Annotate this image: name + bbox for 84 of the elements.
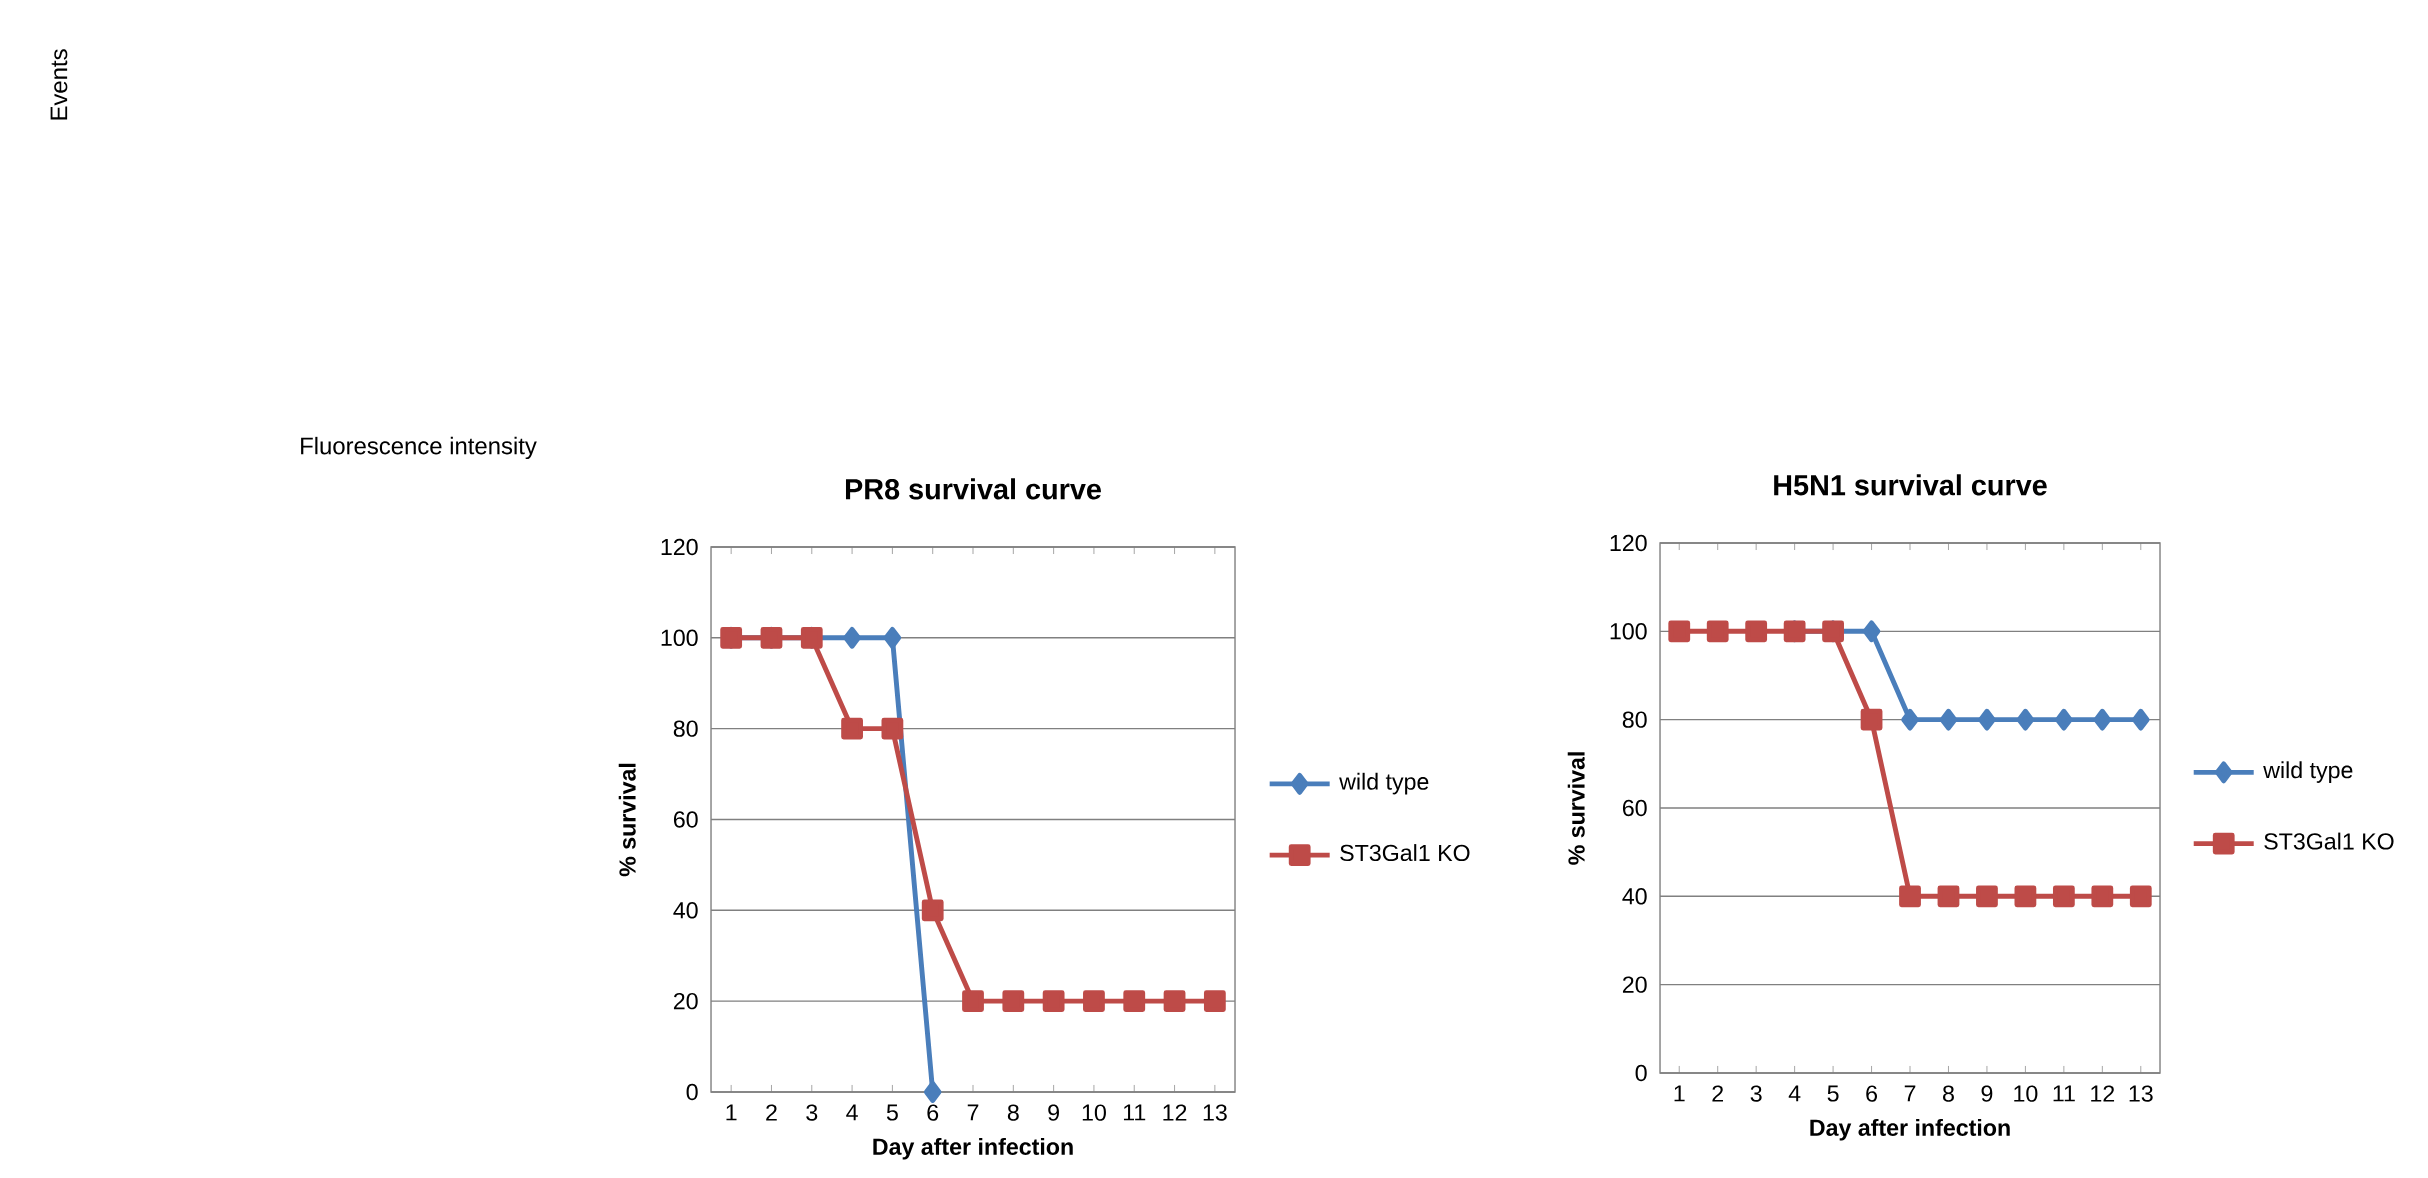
y-axis-title: % survival	[1567, 752, 1585, 865]
chart-title: PR8 survival curve	[845, 478, 1101, 500]
y-tick-label: 60	[1622, 799, 1647, 817]
point	[1745, 620, 1768, 643]
point	[2132, 708, 2150, 731]
point	[1901, 708, 1919, 731]
point	[1939, 708, 1958, 731]
point	[2129, 885, 2152, 908]
x-tick-label: 11	[2053, 1085, 2075, 1102]
legend-label: wild type	[2263, 761, 2353, 783]
x-tick-label: 3	[806, 1104, 818, 1121]
x-tick-label: 13	[2129, 1085, 2153, 1102]
x-tick-label: 6	[1866, 1085, 1878, 1102]
x-tick-label: 7	[967, 1104, 979, 1121]
point	[1083, 990, 1105, 1013]
x-tick-label: 10	[2014, 1085, 2038, 1102]
x-tick-label: 5	[886, 1104, 898, 1121]
point	[1163, 990, 1186, 1013]
point	[923, 1081, 942, 1103]
chart-title: H5N1 survival curve	[1774, 474, 2047, 496]
legend-label: ST3Gal1 KO	[1340, 844, 1470, 862]
legend-label: ST3Gal1 KO	[2264, 832, 2394, 850]
x-tick-label: 9	[1981, 1085, 1993, 1102]
text: Events	[50, 49, 68, 120]
point	[1976, 885, 1998, 908]
x-tick-label: 6	[927, 1104, 939, 1121]
point	[1123, 990, 1146, 1013]
point	[1899, 885, 1921, 908]
x-tick-label: 11	[1123, 1104, 1146, 1121]
x-tick-label: 2	[766, 1104, 777, 1121]
point	[841, 717, 863, 740]
point	[1706, 620, 1729, 643]
point	[2055, 708, 2073, 731]
x-tick-label: 4	[846, 1104, 858, 1121]
y-tick-label: 60	[673, 811, 698, 828]
y-tick-label: 120	[661, 538, 698, 556]
point	[1937, 885, 1960, 908]
point	[1203, 990, 1226, 1013]
point	[881, 717, 904, 740]
x-tick-label: 10	[1082, 1104, 1106, 1121]
x-axis-title: Day after infection	[873, 1137, 1073, 1160]
x-tick-label: 1	[1674, 1085, 1685, 1102]
point	[843, 626, 861, 649]
y-tick-label: 100	[661, 629, 698, 647]
x-tick-label: 5	[1827, 1085, 1839, 1102]
x-tick-label: 3	[1750, 1085, 1762, 1102]
text: Fluorescence intensity	[301, 436, 537, 460]
point	[1002, 990, 1025, 1013]
y-tick-label: 80	[1622, 711, 1647, 728]
x-tick-label: 12	[2091, 1085, 2115, 1102]
x-tick-label: 9	[1048, 1104, 1059, 1121]
x-tick-label: 12	[1163, 1104, 1187, 1121]
y-tick-label: 0	[686, 1083, 698, 1101]
point	[1668, 620, 1691, 643]
x-tick-label: 13	[1203, 1104, 1227, 1121]
point	[2091, 885, 2114, 908]
point	[1860, 708, 1883, 731]
point	[1862, 620, 1881, 643]
y-axis-title: % survival	[618, 763, 636, 877]
point	[921, 899, 944, 922]
legend-label: wild type	[1339, 772, 1429, 795]
y-tick-label: 120	[1610, 534, 1647, 552]
point	[2093, 708, 2112, 731]
x-tick-label: 4	[1788, 1085, 1801, 1102]
x-tick-label: 7	[1904, 1085, 1916, 1102]
point	[883, 626, 902, 649]
point	[2052, 885, 2075, 908]
y-tick-label: 100	[1610, 623, 1647, 640]
y-tick-label: 40	[1622, 888, 1647, 905]
x-axis-title: Day after infection	[1810, 1118, 2010, 1141]
x-tick-label: 8	[1007, 1104, 1019, 1121]
point	[962, 990, 984, 1013]
point	[2016, 708, 2035, 731]
x-tick-label: 8	[1943, 1085, 1954, 1102]
point	[2014, 885, 2037, 908]
y-tick-label: 40	[673, 902, 698, 919]
point	[1042, 990, 1065, 1013]
y-tick-label: 0	[1635, 1064, 1647, 1082]
point	[1978, 708, 1996, 731]
y-tick-label: 20	[673, 992, 698, 1010]
x-tick-label: 2	[1712, 1085, 1723, 1102]
y-tick-label: 20	[1622, 976, 1647, 993]
x-tick-label: 1	[726, 1104, 737, 1121]
y-tick-label: 80	[673, 720, 698, 737]
